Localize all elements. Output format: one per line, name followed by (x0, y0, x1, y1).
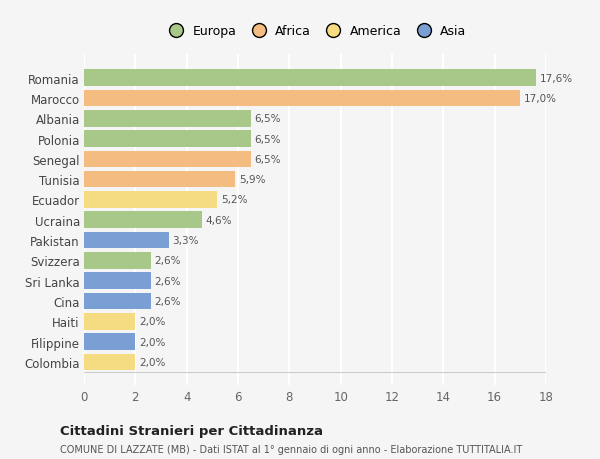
Bar (84, 334, 136, 350)
Bar (84, 252, 151, 269)
Bar (84, 90, 520, 107)
Text: 6,5%: 6,5% (254, 114, 281, 124)
Text: 2,6%: 2,6% (155, 256, 181, 266)
Bar (84, 172, 235, 188)
Bar (84, 354, 136, 370)
Bar (84, 273, 151, 290)
Text: 6,5%: 6,5% (254, 134, 281, 144)
Text: 5,2%: 5,2% (221, 195, 248, 205)
Text: 2,0%: 2,0% (139, 337, 166, 347)
Text: 17,0%: 17,0% (524, 94, 557, 104)
Bar (84, 70, 536, 87)
Text: 17,6%: 17,6% (539, 73, 573, 84)
Text: 2,0%: 2,0% (139, 357, 166, 367)
Bar (84, 151, 251, 168)
Bar (84, 131, 251, 147)
Bar (84, 232, 169, 249)
Bar (84, 313, 136, 330)
Bar (84, 111, 251, 127)
Text: 3,3%: 3,3% (173, 235, 199, 246)
Text: Cittadini Stranieri per Cittadinanza: Cittadini Stranieri per Cittadinanza (60, 425, 323, 437)
Text: 5,9%: 5,9% (239, 175, 266, 185)
Bar (84, 192, 217, 208)
Legend: Europa, Africa, America, Asia: Europa, Africa, America, Asia (160, 22, 470, 42)
Text: 2,6%: 2,6% (155, 297, 181, 307)
Text: 2,0%: 2,0% (139, 317, 166, 327)
Text: 6,5%: 6,5% (254, 155, 281, 164)
Text: 2,6%: 2,6% (155, 276, 181, 286)
Text: COMUNE DI LAZZATE (MB) - Dati ISTAT al 1° gennaio di ogni anno - Elaborazione TU: COMUNE DI LAZZATE (MB) - Dati ISTAT al 1… (60, 444, 522, 454)
Bar (84, 212, 202, 229)
Text: 4,6%: 4,6% (206, 215, 232, 225)
Bar (84, 293, 151, 310)
